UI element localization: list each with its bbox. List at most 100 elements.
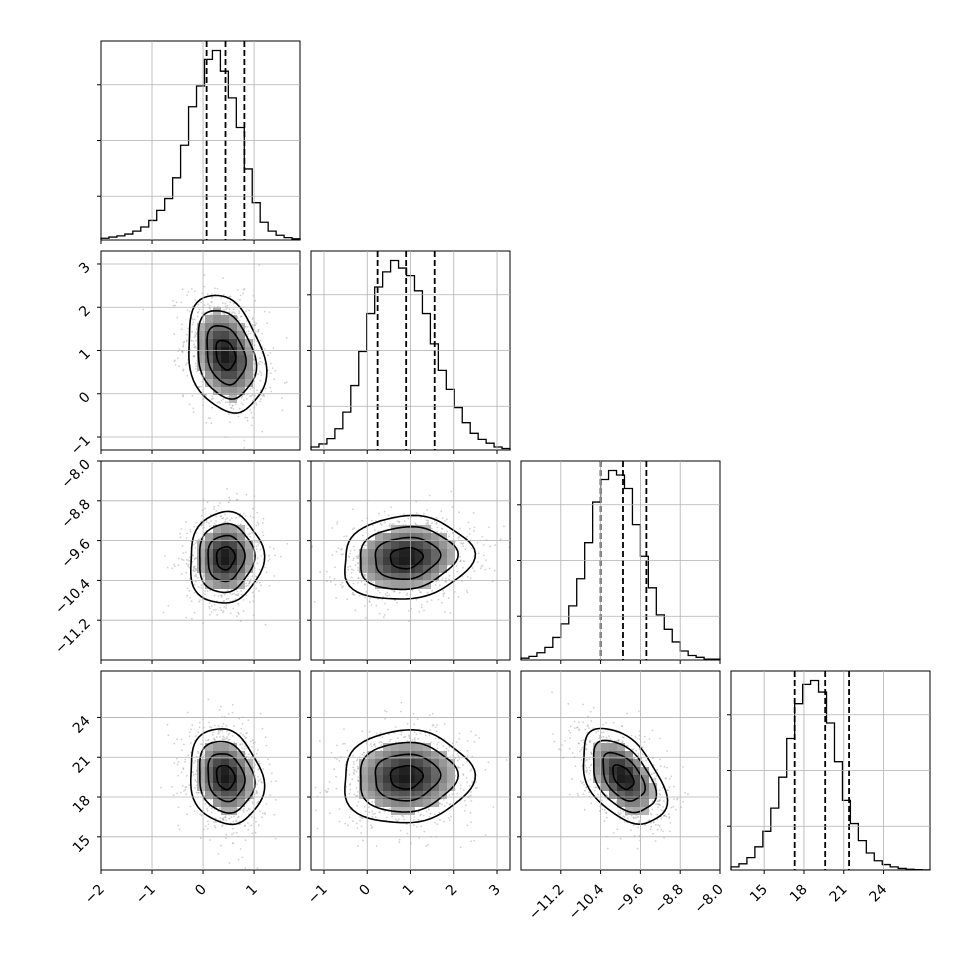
scatter-point <box>236 492 239 495</box>
scatter-point <box>177 806 180 809</box>
scatter-point <box>227 413 230 416</box>
scatter-point <box>456 570 459 573</box>
density-cell <box>237 783 245 791</box>
scatter-point <box>431 724 434 727</box>
scatter-point <box>245 582 248 585</box>
scatter-point <box>180 738 183 741</box>
scatter-point <box>378 612 381 615</box>
scatter-point <box>656 828 659 831</box>
scatter-point <box>207 417 210 419</box>
scatter-point <box>236 317 239 319</box>
scatter-point <box>608 735 610 737</box>
scatter-point <box>249 581 252 583</box>
scatter-point <box>210 293 213 296</box>
scatter-point <box>211 733 214 736</box>
scatter-point <box>396 601 398 604</box>
scatter-point <box>351 568 353 571</box>
scatter-point <box>266 322 268 325</box>
scatter-point <box>353 594 356 596</box>
scatter-point <box>256 867 259 869</box>
scatter-point <box>478 737 481 739</box>
scatter-point <box>222 735 224 738</box>
scatter-point <box>585 759 587 762</box>
scatter-point <box>254 394 256 397</box>
scatter-point <box>442 589 445 592</box>
scatter-point <box>443 592 446 595</box>
scatter-point <box>394 726 397 728</box>
scatter-point <box>251 591 254 594</box>
scatter-point <box>220 844 223 847</box>
scatter-point <box>235 593 237 596</box>
scatter-point <box>370 604 373 606</box>
scatter-point <box>249 578 252 581</box>
scatter-point <box>477 552 480 554</box>
scatter-point <box>175 301 178 304</box>
scatter-point <box>456 792 459 795</box>
x-tick-label: 0 <box>356 882 374 900</box>
y-tick-label: −9.6 <box>58 536 93 571</box>
scatter-point <box>200 586 203 589</box>
density-cell <box>213 541 221 549</box>
density-cell <box>205 379 213 387</box>
density-cell <box>447 775 455 783</box>
scatter-point <box>470 794 472 797</box>
scatter-point <box>644 824 646 826</box>
scatter-point <box>369 597 371 600</box>
scatter-point <box>236 317 239 320</box>
density-cell <box>237 525 245 533</box>
scatter-point <box>667 789 670 792</box>
scatter-point <box>571 752 574 755</box>
scatter-point <box>181 785 184 787</box>
scatter-point <box>335 550 338 553</box>
scatter-point <box>190 728 192 731</box>
density-cell <box>205 549 213 557</box>
density-cell <box>399 767 407 775</box>
scatter-point <box>324 789 327 792</box>
scatter-point <box>659 799 661 801</box>
scatter-point <box>212 508 215 510</box>
density-cell <box>237 533 245 541</box>
scatter-point <box>194 368 197 370</box>
scatter-point <box>363 574 366 577</box>
scatter-point <box>207 823 210 825</box>
scatter-point <box>205 521 208 524</box>
scatter-point <box>199 813 202 815</box>
scatter-point <box>257 328 260 331</box>
scatter-point <box>181 558 183 561</box>
scatter-point <box>231 704 234 706</box>
scatter-point <box>682 766 684 768</box>
scatter-point <box>393 590 396 593</box>
scatter-point <box>568 747 571 750</box>
scatter-point <box>241 723 244 725</box>
scatter-point <box>231 311 234 313</box>
density-cell <box>383 783 391 791</box>
density-cell <box>407 791 415 799</box>
scatter-point <box>598 737 600 740</box>
scatter-point <box>273 813 276 816</box>
scatter-point <box>256 802 259 804</box>
density-cell <box>359 557 367 565</box>
scatter-point <box>406 832 409 835</box>
scatter-point <box>386 816 388 819</box>
scatter-point <box>663 765 666 768</box>
scatter-point <box>184 758 187 761</box>
scatter-point <box>203 574 206 577</box>
scatter-point <box>351 528 354 531</box>
scatter-point <box>218 731 220 734</box>
scatter-point <box>256 540 258 543</box>
density-cell <box>593 759 601 767</box>
scatter-point <box>203 526 205 529</box>
scatter-point <box>217 730 220 732</box>
density-cell <box>213 565 221 573</box>
scatter-point <box>656 800 659 802</box>
scatter-point <box>198 385 201 388</box>
density-cell <box>423 557 431 565</box>
scatter-point <box>192 407 195 410</box>
scatter-point <box>195 784 198 787</box>
density-contour <box>197 310 258 400</box>
scatter-point <box>204 739 207 742</box>
scatter-point <box>193 290 196 293</box>
scatter-point <box>377 589 379 592</box>
scatter-point <box>221 517 224 520</box>
scatter-point <box>380 749 383 752</box>
